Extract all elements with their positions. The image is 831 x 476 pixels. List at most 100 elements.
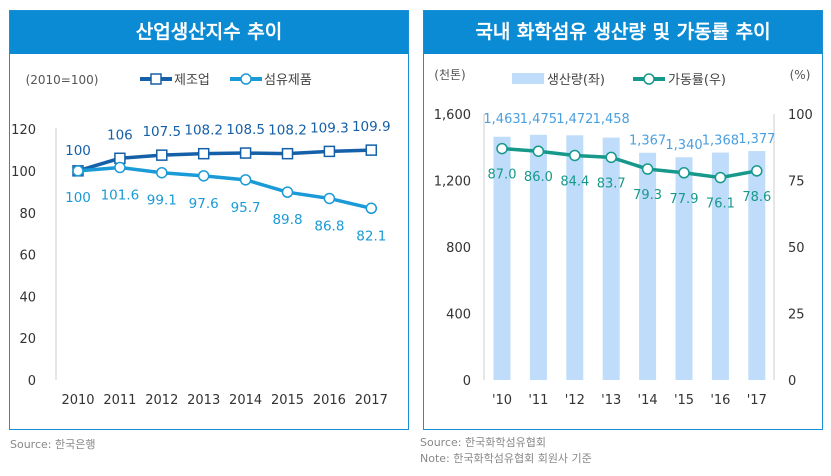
- data-label: 89.8: [272, 212, 302, 228]
- y-tick-label: 100: [11, 165, 36, 180]
- legend-circle-marker: [643, 73, 655, 85]
- x-tick-label: '17: [747, 393, 767, 408]
- bar: [675, 157, 693, 380]
- right-chart-panel: 국내 화학섬유 생산량 및 가동률 추이: [423, 10, 823, 430]
- unit-label: (2010=100): [26, 73, 99, 87]
- right-y-tick-label: 75: [788, 175, 805, 190]
- data-label: 99.1: [147, 193, 177, 209]
- bar: [711, 152, 729, 380]
- line-data-label: 86.0: [524, 170, 553, 185]
- x-tick-label: '16: [710, 393, 730, 408]
- y-tick-label: 120: [11, 123, 36, 138]
- left-chart-panel: 산업생산지수 추이: [9, 10, 409, 430]
- right-unit-label: (%): [790, 68, 811, 82]
- line-data-label: 77.9: [670, 192, 699, 207]
- data-label: 97.6: [189, 196, 219, 212]
- left-chart-title: 산업생산지수 추이: [10, 11, 408, 54]
- data-label: 109.9: [352, 119, 391, 135]
- data-point: [197, 147, 210, 160]
- data-point: [641, 163, 654, 175]
- bar-data-label: 1,367: [629, 134, 666, 149]
- data-point: [197, 170, 210, 182]
- bar: [748, 151, 766, 380]
- data-point: [239, 174, 252, 186]
- line-data-label: 79.3: [633, 188, 662, 203]
- left-y-tick-label: 0: [463, 374, 471, 389]
- data-label: 106: [107, 127, 133, 143]
- left-y-tick-label: 1,600: [434, 108, 471, 123]
- y-tick-label: 60: [19, 249, 36, 264]
- y-tick-label: 40: [19, 290, 36, 305]
- x-tick-label: '14: [638, 393, 658, 408]
- bar-data-label: 1,472: [556, 112, 593, 127]
- data-point: [532, 145, 545, 157]
- x-tick-label: 2015: [271, 393, 304, 408]
- x-tick-label: '11: [528, 393, 548, 408]
- data-point: [678, 167, 690, 179]
- x-tick-label: 2016: [313, 393, 346, 408]
- x-tick-label: '10: [492, 393, 512, 408]
- bar: [493, 136, 511, 380]
- data-label: 108.2: [268, 123, 307, 139]
- data-point: [281, 147, 294, 160]
- bar: [529, 134, 547, 380]
- y-tick-label: 0: [28, 374, 36, 389]
- x-tick-label: '15: [674, 393, 694, 408]
- bar-data-label: 1,368: [702, 134, 739, 149]
- bar-data-label: 1,458: [593, 112, 630, 127]
- left-unit-label: (천톤): [434, 67, 465, 82]
- data-label: 109.3: [310, 120, 349, 136]
- bar-data-label: 1,340: [665, 138, 702, 153]
- legend-label: 생산량(좌): [547, 73, 605, 88]
- x-tick-label: 2014: [229, 393, 262, 408]
- left-y-tick-label: 400: [446, 308, 471, 323]
- data-point: [323, 145, 336, 158]
- data-point: [114, 161, 126, 174]
- x-tick-label: '13: [601, 393, 621, 408]
- right-y-tick-label: 0: [788, 374, 796, 389]
- data-point: [156, 166, 168, 179]
- bar-data-label: 1,463: [483, 112, 520, 127]
- data-label: 100: [65, 143, 91, 159]
- bar-data-label: 1,377: [738, 132, 775, 147]
- data-label: 107.5: [142, 124, 181, 140]
- bar: [602, 137, 620, 380]
- series-line-제조업: [77, 148, 372, 173]
- data-point: [569, 149, 581, 162]
- legend-label: 섬유제품: [264, 73, 312, 88]
- data-point: [365, 144, 378, 156]
- line-data-label: 78.6: [742, 190, 771, 205]
- right-note: Note: 한국화학섬유협회 회원사 기준: [420, 452, 592, 465]
- utilization-line: [501, 146, 758, 180]
- bar: [639, 152, 657, 380]
- data-point: [365, 202, 378, 215]
- data-point: [605, 151, 617, 164]
- data-point: [281, 186, 294, 198]
- data-label: 86.8: [314, 218, 344, 234]
- x-tick-label: 2010: [61, 393, 94, 408]
- line-data-label: 84.4: [560, 174, 589, 189]
- series-line-섬유제품: [77, 165, 372, 210]
- right-y-tick-label: 25: [788, 308, 805, 323]
- bar: [566, 135, 584, 380]
- x-tick-label: 2012: [145, 393, 178, 408]
- x-tick-label: 2013: [187, 393, 220, 408]
- x-tick-label: '12: [565, 393, 585, 408]
- data-point: [156, 149, 168, 161]
- right-source: Source: 한국화학섬유협회: [420, 436, 546, 449]
- data-label: 108.5: [226, 122, 265, 138]
- legend-bar-swatch: [512, 73, 544, 84]
- data-label: 95.7: [231, 200, 261, 216]
- right-y-tick-label: 100: [788, 108, 813, 123]
- legend-square-marker: [150, 73, 162, 85]
- line-data-label: 83.7: [597, 176, 626, 191]
- left-y-tick-label: 1,200: [434, 175, 471, 190]
- data-label: 108.2: [184, 123, 223, 139]
- x-tick-label: 2011: [103, 393, 136, 408]
- x-tick-label: 2017: [355, 393, 388, 408]
- y-tick-label: 80: [19, 207, 36, 222]
- legend-circle-marker: [240, 73, 252, 85]
- bar-data-label: 1,475: [520, 112, 557, 127]
- line-data-label: 87.0: [488, 168, 517, 183]
